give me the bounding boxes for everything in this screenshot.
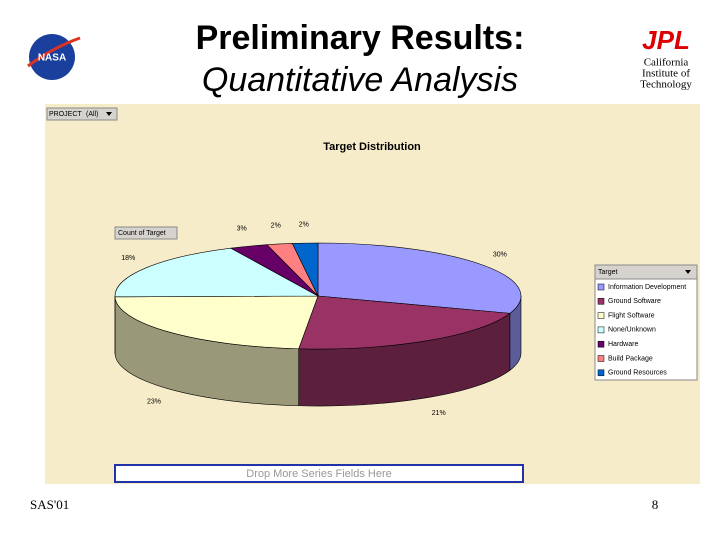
page-field-label: PROJECT <box>49 111 82 118</box>
legend-title: Target <box>598 269 618 276</box>
pie-tops <box>114 242 522 350</box>
legend-swatch <box>597 355 605 362</box>
jpl-logo: JPL <box>642 25 690 55</box>
legend-swatch <box>597 298 605 305</box>
page-field[interactable] <box>46 107 118 121</box>
page-field-value: (All) <box>86 111 98 118</box>
data-label: 2% <box>299 221 309 228</box>
legend-swatch <box>597 340 605 348</box>
pie-slice <box>114 295 319 350</box>
data-label: 21% <box>432 410 446 417</box>
institute-line: Institute of <box>642 68 690 80</box>
pie-slice <box>298 295 511 350</box>
legend-label: None/Unknown <box>608 327 656 334</box>
pie-slice <box>114 247 320 298</box>
legend-label: Information Development <box>608 284 686 291</box>
page-number: 8 <box>652 497 659 512</box>
legend-label: Ground Software <box>608 298 661 305</box>
legend <box>594 264 698 381</box>
dropdown-arrow <box>106 112 112 116</box>
nasa-text: NASA <box>38 53 66 64</box>
slide-subtitle: Quantitative Analysis <box>202 61 518 99</box>
data-label: 30% <box>493 251 507 258</box>
data-label: 2% <box>271 223 281 230</box>
drop-zone[interactable] <box>114 464 524 483</box>
data-label: 18% <box>121 255 135 262</box>
chart-title: Target Distribution <box>323 141 421 153</box>
pie-slice <box>317 242 522 314</box>
legend-swatch <box>597 283 605 291</box>
legend-label: Build Package <box>608 355 653 362</box>
legend-label: Hardware <box>608 341 638 348</box>
legend-header[interactable] <box>594 264 698 280</box>
slide-title: Preliminary Results: <box>196 19 525 57</box>
data-field[interactable] <box>114 226 178 240</box>
drop-zone-label: Drop More Series Fields Here <box>246 468 392 480</box>
legend-label: Ground Resources <box>608 370 667 377</box>
data-field-label: Count of Target <box>118 230 166 237</box>
institute-line: Technology <box>640 79 692 91</box>
legend-swatch <box>597 369 605 377</box>
nasa-logo: NASA <box>27 34 81 80</box>
pie-slice <box>291 242 319 297</box>
institute-line: California <box>644 57 689 69</box>
dropdown-arrow <box>685 270 691 274</box>
legend-label: Flight Software <box>608 312 655 319</box>
data-label: 23% <box>147 398 161 405</box>
data-label: 3% <box>237 226 247 233</box>
legend-swatch <box>597 312 605 319</box>
legend-swatch <box>597 326 605 334</box>
footer-left: SAS'01 <box>30 497 69 512</box>
